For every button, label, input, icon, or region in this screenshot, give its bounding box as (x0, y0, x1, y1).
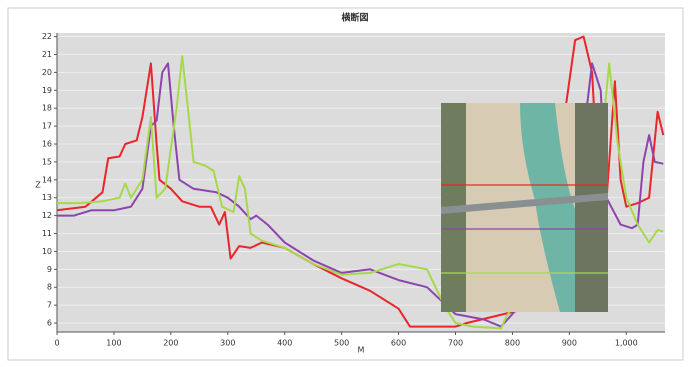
y-tick-label: 8 (47, 283, 52, 292)
x-tick-label: 200 (163, 339, 178, 348)
chart-title: 横断図 (341, 12, 368, 24)
x-tick-label: 700 (448, 339, 463, 348)
y-tick-label: 9 (47, 265, 52, 274)
y-tick-label: 15 (42, 157, 52, 166)
x-tick-label: 100 (106, 339, 121, 348)
x-tick-label: 0 (54, 339, 59, 348)
y-tick-label: 18 (42, 104, 52, 113)
y-tick-label: 14 (42, 175, 52, 184)
y-tick-label: 11 (42, 229, 52, 238)
y-tick-label: 16 (42, 140, 52, 149)
photo-right-bank (575, 103, 608, 312)
y-tick-label: 21 (42, 50, 52, 59)
x-tick-label: 500 (334, 339, 349, 348)
y-tick-label: 6 (47, 319, 52, 328)
y-tick-label: 7 (47, 301, 52, 310)
y-tick-label: 13 (42, 193, 52, 202)
x-tick-label: 1,000 (615, 339, 638, 348)
y-tick-label: 17 (42, 122, 52, 131)
x-tick-label: 900 (562, 339, 577, 348)
y-tick-label: 10 (42, 247, 52, 256)
page: {"chart_data": { "type": "line", "title"… (0, 0, 691, 367)
x-tick-label: 600 (391, 339, 406, 348)
x-tick-label: 400 (277, 339, 292, 348)
aerial-photo (441, 103, 608, 312)
y-tick-label: 19 (42, 86, 52, 95)
y-tick-label: 12 (42, 211, 52, 220)
y-tick-label: 20 (42, 68, 52, 77)
chart: 横断図 M Z 6 7 8 9 10 11 12 13 14 15 16 17 18 19 20 21 22 0 1… (0, 0, 691, 367)
y-tick-label: 22 (42, 32, 52, 41)
x-axis-label: M (358, 346, 365, 355)
x-tick-label: 800 (505, 339, 520, 348)
x-tick-label: 300 (220, 339, 235, 348)
y-axis-label: Z (35, 181, 41, 190)
